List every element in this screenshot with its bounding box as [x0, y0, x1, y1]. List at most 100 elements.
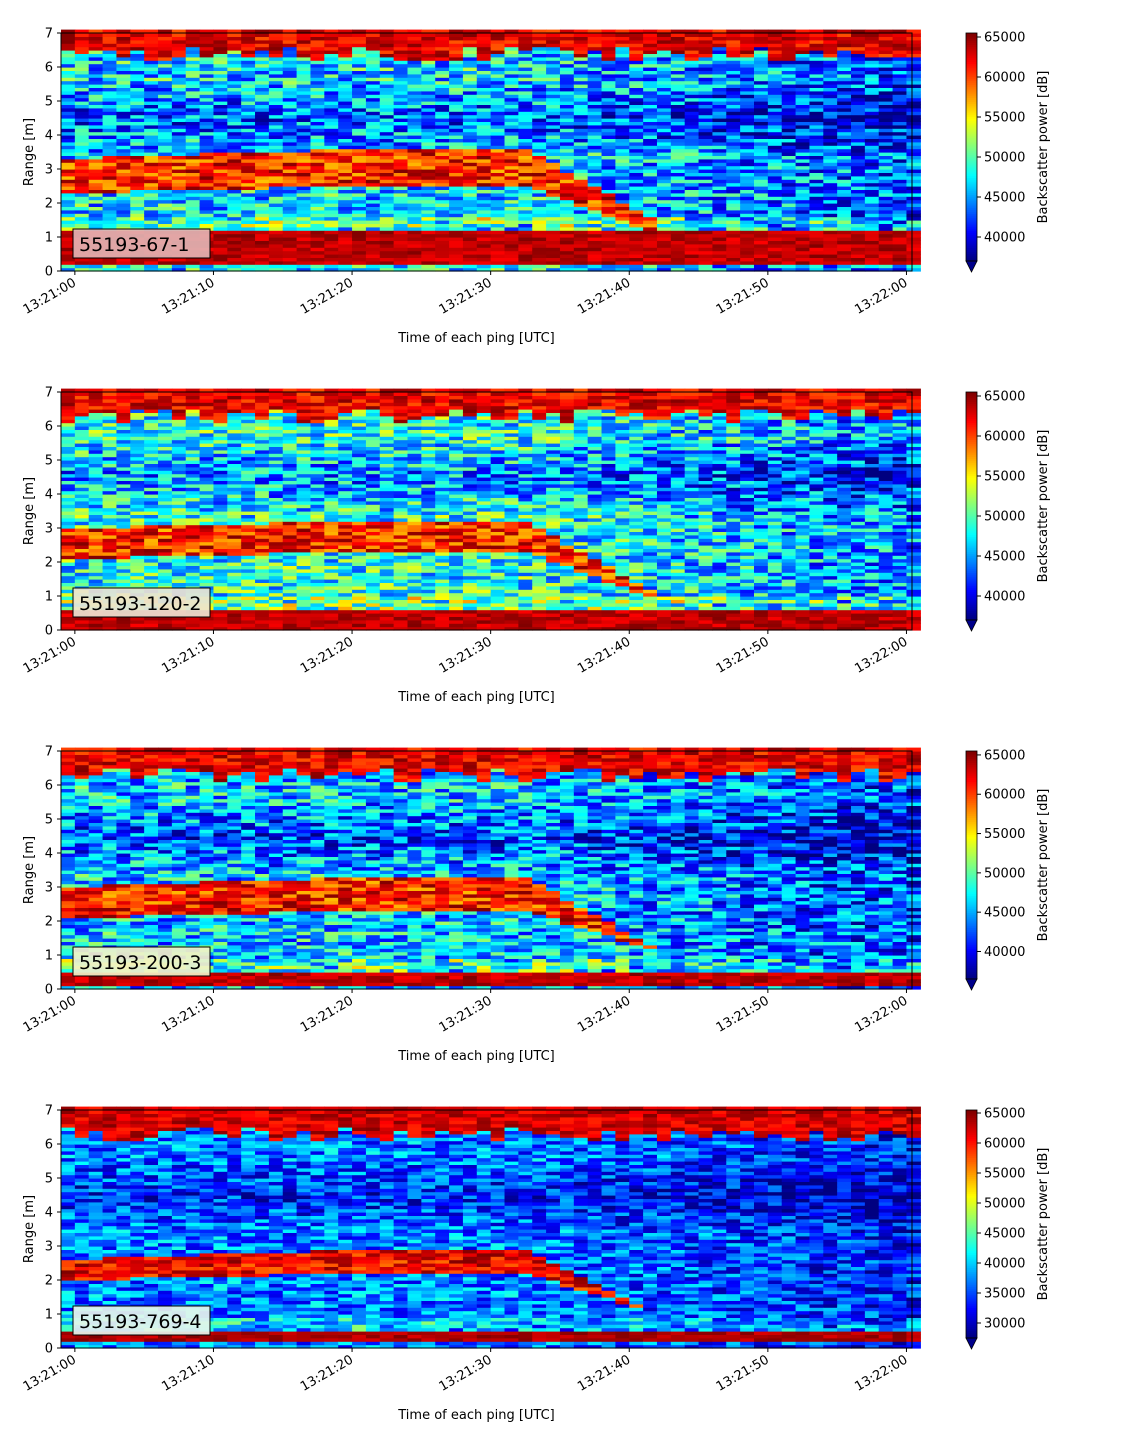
heatmap-cell — [241, 131, 256, 136]
heatmap-cell — [171, 124, 187, 129]
heatmap-cell — [74, 172, 90, 177]
heatmap-cell — [310, 182, 325, 187]
heatmap-cell — [199, 192, 215, 197]
heatmap-cell — [546, 243, 561, 248]
heatmap-cell — [88, 97, 104, 102]
heatmap-cell — [88, 36, 104, 41]
heatmap-cell — [227, 29, 242, 34]
heatmap-cell — [282, 158, 298, 163]
heatmap-cell — [656, 148, 672, 153]
heatmap-cell — [213, 257, 228, 262]
heatmap-cell — [130, 97, 145, 102]
heatmap-cell — [449, 226, 464, 231]
heatmap-cell — [241, 77, 256, 82]
heatmap-cell — [615, 209, 630, 214]
heatmap-cell — [88, 169, 104, 173]
heatmap-cell — [407, 216, 422, 221]
heatmap-cell — [213, 50, 228, 54]
heatmap-cell — [185, 165, 201, 170]
heatmap-cell — [102, 73, 118, 78]
heatmap-cell — [88, 135, 104, 139]
heatmap-cell — [435, 250, 450, 255]
heatmap-cell — [74, 46, 90, 51]
heatmap-cell — [171, 182, 187, 187]
heatmap-cell — [449, 243, 464, 248]
heatmap-cell — [740, 199, 755, 204]
heatmap-cell — [171, 90, 187, 95]
heatmap-cell — [171, 213, 187, 218]
heatmap-cell — [754, 209, 769, 214]
heatmap-cell — [241, 254, 256, 258]
heatmap-cell — [684, 209, 700, 214]
heatmap-cell — [754, 182, 769, 187]
heatmap-cell — [213, 145, 228, 150]
heatmap-cell — [88, 141, 104, 146]
heatmap-cell — [158, 196, 173, 201]
heatmap-cell — [144, 192, 159, 197]
heatmap-cell — [407, 199, 422, 204]
heatmap-cell — [74, 101, 90, 105]
heatmap-cell — [227, 243, 242, 248]
heatmap-cell — [61, 243, 76, 248]
heatmap-cell — [268, 165, 284, 170]
heatmap-cell — [116, 470, 131, 475]
heatmap-cell — [74, 192, 90, 197]
heatmap-cell — [185, 220, 201, 224]
heatmap-cell — [227, 80, 242, 85]
heatmap-cell — [144, 145, 159, 150]
heatmap-cell — [102, 216, 118, 221]
heatmap-cell — [74, 223, 90, 228]
heatmap-cell — [88, 213, 104, 218]
heatmap-cell — [158, 186, 173, 190]
heatmap-cell — [462, 216, 478, 221]
heatmap-cell — [241, 158, 256, 163]
heatmap-cell — [144, 179, 159, 184]
heatmap-cell — [712, 175, 727, 180]
heatmap-cell — [227, 101, 242, 105]
heatmap-cell — [227, 230, 242, 235]
heatmap-cell — [393, 250, 409, 255]
heatmap-cell — [199, 145, 215, 150]
heatmap-cell — [643, 264, 658, 269]
heatmap-cell — [255, 260, 270, 265]
heatmap-cell — [213, 199, 228, 204]
heatmap-cell — [352, 131, 367, 136]
heatmap-cell — [116, 223, 131, 228]
heatmap-cell — [462, 165, 478, 170]
heatmap-cell — [158, 101, 173, 105]
heatmap-cell — [88, 148, 104, 153]
heatmap-cell — [144, 148, 159, 153]
heatmap-cell — [698, 264, 714, 269]
heatmap-cell — [892, 131, 908, 136]
heatmap-cell — [601, 226, 616, 231]
heatmap-cell — [171, 36, 187, 41]
heatmap-cell — [241, 46, 256, 51]
heatmap-cell — [462, 158, 478, 163]
heatmap-cell — [74, 169, 90, 173]
heatmap-cell — [213, 250, 228, 255]
heatmap-cell — [462, 226, 478, 231]
heatmap-cell — [88, 33, 104, 37]
heatmap-cell — [227, 158, 242, 163]
heatmap-cell — [809, 264, 824, 269]
heatmap-cell — [102, 264, 118, 269]
heatmap-cell — [158, 80, 173, 85]
heatmap-cell — [61, 199, 76, 204]
heatmap-cell — [864, 199, 880, 204]
heatmap-cell — [518, 192, 533, 197]
heatmap-cell — [88, 220, 104, 224]
heatmap-cell — [851, 182, 866, 187]
heatmap-cell — [241, 260, 256, 265]
heatmap-cell — [809, 243, 824, 248]
heatmap-cell — [573, 192, 589, 197]
heatmap-cell — [61, 101, 76, 105]
heatmap-cell — [698, 233, 714, 238]
heatmap-cell — [158, 223, 173, 228]
heatmap-cell — [407, 175, 422, 180]
heatmap-cell — [310, 199, 325, 204]
heatmap-cell — [906, 199, 921, 204]
heatmap-cell — [435, 243, 450, 248]
heatmap-cell — [130, 73, 145, 78]
heatmap-cell — [185, 84, 201, 88]
